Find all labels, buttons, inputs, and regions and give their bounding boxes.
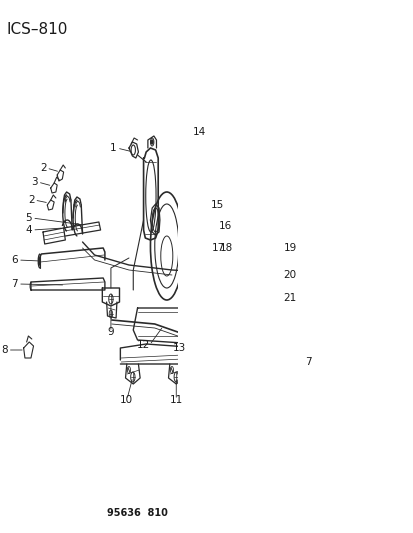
Text: ICS–810: ICS–810 [6,22,67,37]
Text: 20: 20 [283,270,296,280]
Text: 3: 3 [31,177,38,187]
Text: 11: 11 [169,395,183,405]
Text: 16: 16 [219,221,232,231]
Text: 2: 2 [28,195,34,205]
Text: 13: 13 [172,343,185,353]
Text: 6: 6 [12,255,18,265]
Text: 95636  810: 95636 810 [107,508,167,518]
Text: 9: 9 [107,327,114,337]
Text: 1: 1 [110,143,116,153]
Text: 8: 8 [1,345,8,355]
Text: 14: 14 [192,127,205,137]
Text: 21: 21 [283,293,296,303]
Text: 7: 7 [12,279,18,289]
Text: 17: 17 [211,243,225,253]
Text: 19: 19 [283,243,296,253]
Text: 2: 2 [40,163,46,173]
Text: 15: 15 [210,200,223,210]
Text: 12: 12 [136,340,149,350]
Text: 10: 10 [120,395,133,405]
Text: 7: 7 [304,357,311,367]
Text: 18: 18 [219,243,233,253]
Circle shape [151,140,153,144]
Text: 5: 5 [26,213,32,223]
Text: 4: 4 [26,225,32,235]
